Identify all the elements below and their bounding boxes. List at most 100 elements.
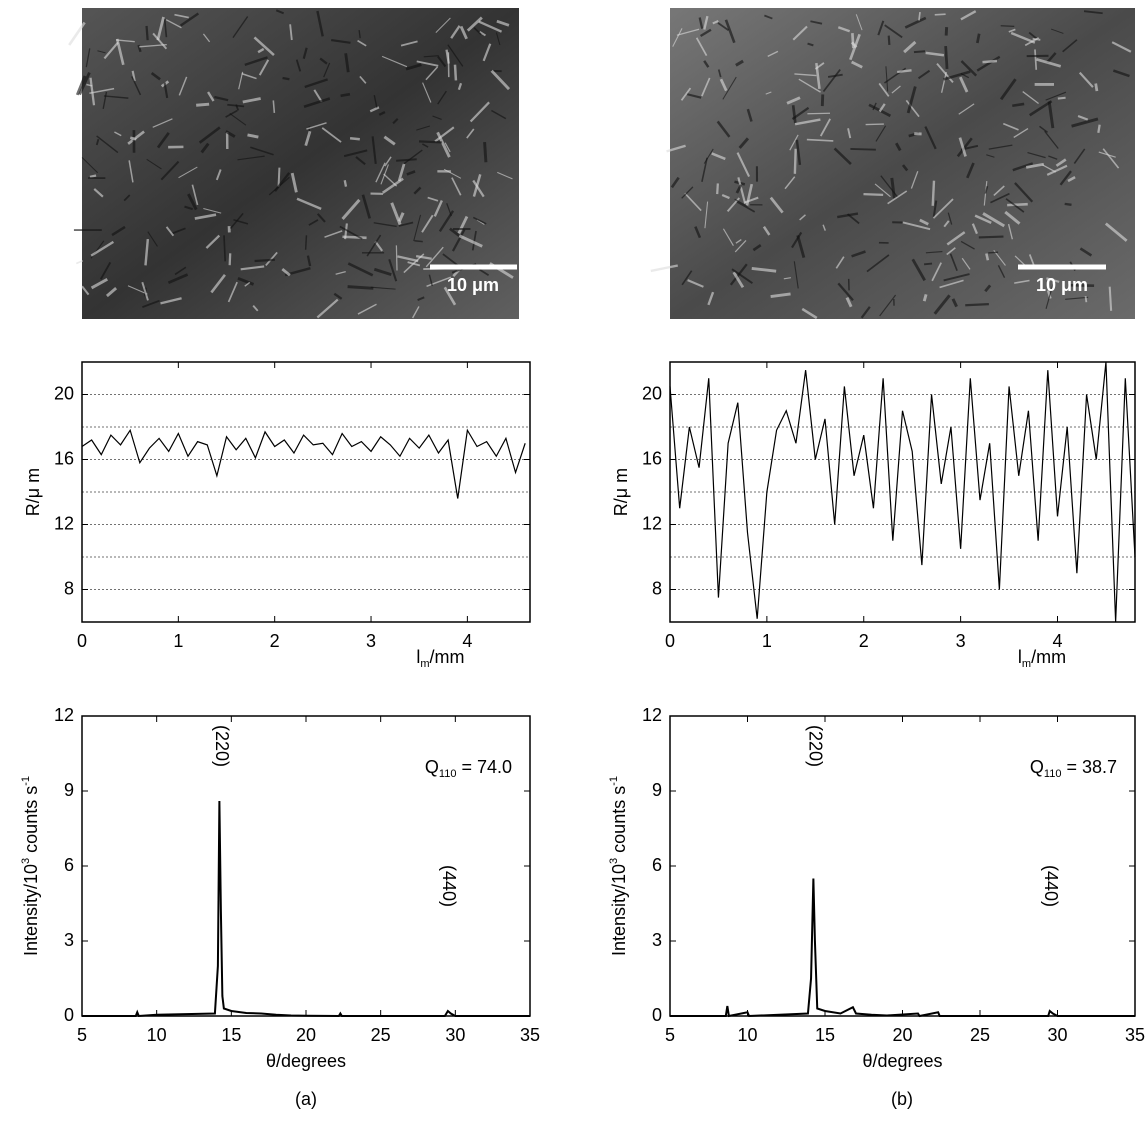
- texture: [795, 139, 802, 165]
- texture: [335, 271, 346, 275]
- texture: [711, 152, 726, 161]
- texture: [497, 171, 513, 180]
- texture: [472, 179, 485, 198]
- texture: [851, 33, 855, 49]
- texture: [1000, 25, 1015, 28]
- y-tick-label: 3: [64, 930, 74, 950]
- texture: [701, 77, 711, 97]
- texture: [413, 186, 422, 195]
- texture: [210, 274, 226, 294]
- texture: [400, 40, 418, 47]
- texture: [984, 284, 992, 293]
- peak-label: (220): [805, 725, 825, 767]
- x-tick-label: 2: [270, 631, 280, 651]
- texture: [442, 253, 459, 266]
- label-part: m: [420, 658, 429, 670]
- texture: [794, 73, 817, 77]
- texture: [396, 158, 417, 162]
- texture: [316, 10, 324, 37]
- y-tick-label: 12: [642, 705, 662, 725]
- texture: [432, 115, 442, 120]
- texture: [807, 42, 814, 47]
- texture: [196, 102, 210, 107]
- texture: [1112, 69, 1130, 78]
- texture: [319, 57, 328, 65]
- texture: [152, 32, 168, 50]
- texture: [925, 251, 943, 254]
- x-tick-label: 3: [956, 631, 966, 651]
- texture: [890, 177, 896, 199]
- texture: [847, 128, 852, 139]
- texture: [105, 287, 118, 298]
- texture: [427, 196, 439, 202]
- texture: [227, 103, 245, 108]
- y-tick-label: 20: [642, 383, 662, 403]
- scale-bar-label: 10 μm: [1036, 275, 1088, 295]
- texture: [650, 264, 679, 273]
- x-tick-label: 5: [665, 1025, 675, 1045]
- texture: [229, 112, 247, 126]
- texture: [167, 273, 189, 285]
- texture: [466, 16, 483, 32]
- texture: [891, 85, 901, 94]
- texture: [163, 82, 169, 99]
- texture: [184, 205, 193, 211]
- texture: [165, 19, 182, 29]
- texture: [707, 291, 715, 306]
- texture: [1045, 283, 1054, 309]
- texture: [496, 19, 510, 27]
- texture: [985, 253, 990, 261]
- texture: [1048, 155, 1058, 160]
- axis-label: Intensity/103 counts s-1: [608, 776, 629, 956]
- texture: [735, 59, 744, 67]
- texture: [684, 192, 702, 212]
- texture: [1108, 286, 1113, 311]
- texture: [751, 267, 777, 273]
- texture: [884, 24, 903, 39]
- texture: [997, 264, 1006, 279]
- texture: [793, 261, 799, 289]
- texture: [931, 180, 936, 206]
- y-tick-label: 20: [54, 383, 74, 403]
- peak-label: (440): [439, 865, 459, 907]
- texture: [791, 231, 803, 249]
- texture: [932, 200, 938, 218]
- texture: [717, 69, 722, 78]
- axis-label: lm/mm: [1018, 647, 1066, 670]
- texture: [93, 188, 104, 198]
- texture: [116, 39, 135, 43]
- texture: [437, 90, 447, 105]
- x-tick-label: 1: [173, 631, 183, 651]
- texture: [316, 298, 339, 319]
- texture: [425, 66, 439, 81]
- texture: [304, 78, 329, 89]
- texture: [187, 193, 198, 211]
- texture: [304, 130, 312, 146]
- texture: [902, 221, 931, 231]
- texture: [214, 95, 229, 102]
- texture: [361, 194, 372, 219]
- x-tick-label: 0: [665, 631, 675, 651]
- texture: [359, 75, 367, 84]
- texture: [906, 86, 917, 114]
- texture: [194, 213, 217, 220]
- texture: [939, 279, 964, 289]
- texture: [397, 212, 405, 222]
- texture: [860, 306, 871, 319]
- texture: [244, 56, 268, 67]
- texture: [227, 281, 238, 303]
- texture: [966, 162, 975, 179]
- texture: [144, 238, 150, 266]
- texture: [703, 60, 710, 68]
- texture: [357, 39, 367, 47]
- texture: [810, 20, 823, 25]
- texture: [479, 30, 486, 37]
- texture: [951, 298, 958, 308]
- texture: [735, 184, 743, 194]
- texture: [472, 216, 487, 225]
- texture: [466, 128, 475, 139]
- texture: [903, 40, 917, 54]
- texture: [99, 261, 112, 280]
- texture: [343, 180, 348, 187]
- texture: [200, 142, 210, 154]
